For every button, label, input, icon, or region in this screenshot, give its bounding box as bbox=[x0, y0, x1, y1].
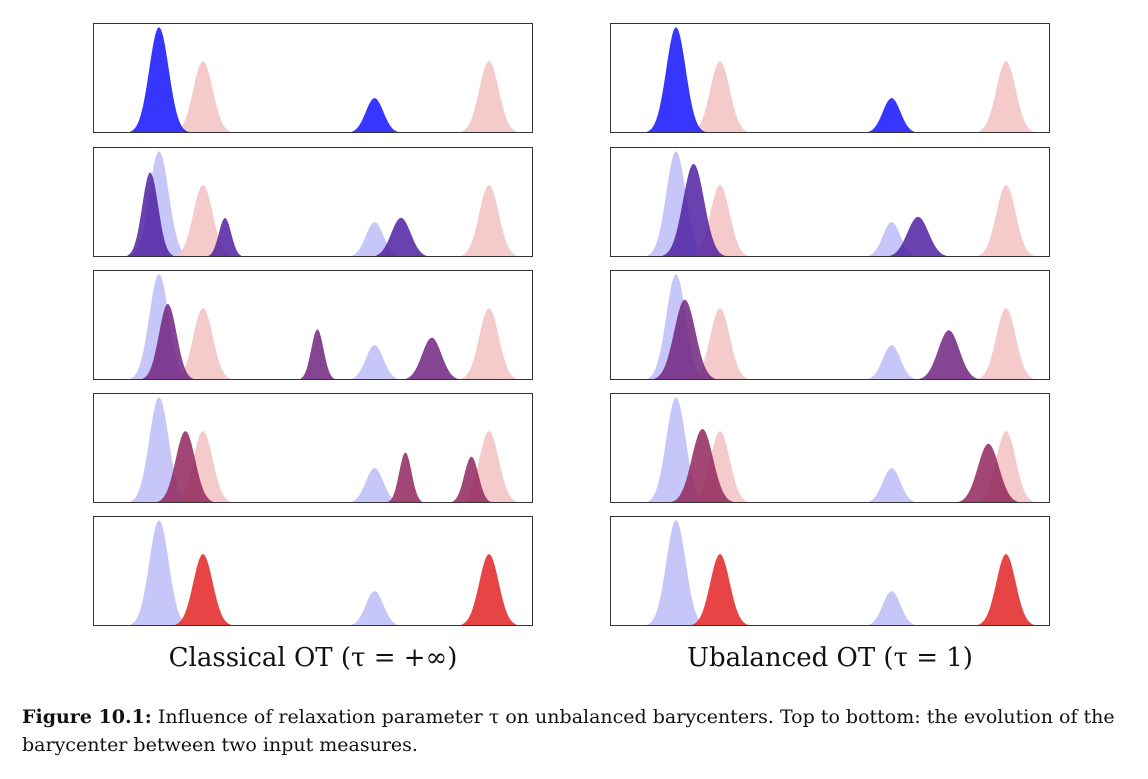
barycenter-curve bbox=[610, 428, 1050, 503]
panel-unbalanced-ot-step-1 bbox=[610, 147, 1050, 257]
panel-classical-ot-step-3 bbox=[93, 393, 533, 503]
barycenter-curve bbox=[93, 553, 533, 626]
panel-classical-ot-step-0 bbox=[93, 23, 533, 133]
input-measure-red-curve bbox=[93, 430, 533, 503]
barycenter-curve bbox=[93, 430, 533, 503]
input-measure-red-curve bbox=[610, 60, 1050, 133]
panel-unbalanced-ot-step-4 bbox=[610, 516, 1050, 626]
barycenter-curve bbox=[610, 299, 1050, 380]
panel-frame bbox=[610, 270, 1050, 380]
figure-caption-text: Influence of relaxation parameter τ on u… bbox=[22, 706, 1115, 756]
column-caption-unbalanced-ot: Ubalanced OT (τ = 1) bbox=[687, 643, 973, 673]
input-measure-red-curve bbox=[610, 307, 1050, 380]
input-measure-red-curve bbox=[93, 60, 533, 133]
input-measure-blue-curve bbox=[610, 520, 1050, 626]
barycenter-curve bbox=[610, 27, 1050, 133]
panel-unbalanced-ot-step-2 bbox=[610, 270, 1050, 380]
barycenter-curve bbox=[610, 163, 1050, 257]
panel-classical-ot-step-4 bbox=[93, 516, 533, 626]
panel-frame bbox=[610, 23, 1050, 133]
panel-frame bbox=[610, 147, 1050, 257]
barycenter-curve bbox=[610, 553, 1050, 626]
panel-frame bbox=[93, 393, 533, 503]
panel-frame bbox=[610, 516, 1050, 626]
figure-label: Figure 10.1: bbox=[22, 706, 152, 728]
panel-frame bbox=[610, 393, 1050, 503]
figure-caption: Figure 10.1: Influence of relaxation par… bbox=[22, 703, 1126, 759]
input-measure-red-curve bbox=[93, 307, 533, 380]
input-measure-red-curve bbox=[610, 184, 1050, 257]
barycenter-figure bbox=[93, 23, 1050, 626]
barycenter-curve bbox=[93, 27, 533, 133]
panel-unbalanced-ot-step-0 bbox=[610, 23, 1050, 133]
panel-frame bbox=[93, 270, 533, 380]
panel-classical-ot-step-1 bbox=[93, 147, 533, 257]
panel-unbalanced-ot-step-3 bbox=[610, 393, 1050, 503]
panel-classical-ot-step-2 bbox=[93, 270, 533, 380]
panel-frame bbox=[93, 147, 533, 257]
panel-frame bbox=[93, 23, 533, 133]
input-measure-red-curve bbox=[93, 184, 533, 257]
barycenter-curve bbox=[93, 172, 533, 257]
panel-frame bbox=[93, 516, 533, 626]
barycenter-curve bbox=[93, 303, 533, 380]
column-caption-classical-ot: Classical OT (τ = +∞) bbox=[168, 643, 458, 673]
input-measure-blue-curve bbox=[93, 520, 533, 626]
